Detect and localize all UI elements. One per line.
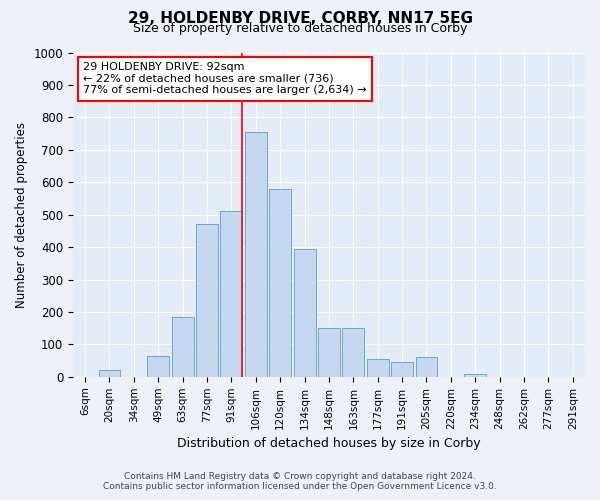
Bar [220, 212, 242, 377]
Bar [391, 362, 413, 377]
Bar [293, 248, 316, 377]
Bar [318, 328, 340, 377]
Bar [343, 328, 364, 377]
Text: 29, HOLDENBY DRIVE, CORBY, NN17 5EG: 29, HOLDENBY DRIVE, CORBY, NN17 5EG [128, 11, 473, 26]
Bar [196, 224, 218, 377]
Bar [245, 132, 267, 377]
Bar [147, 356, 169, 377]
Bar [416, 358, 437, 377]
Text: Contains HM Land Registry data © Crown copyright and database right 2024.
Contai: Contains HM Land Registry data © Crown c… [103, 472, 497, 491]
Text: Size of property relative to detached houses in Corby: Size of property relative to detached ho… [133, 22, 467, 35]
Bar [269, 188, 291, 377]
Bar [98, 370, 121, 377]
Bar [172, 317, 194, 377]
X-axis label: Distribution of detached houses by size in Corby: Distribution of detached houses by size … [177, 437, 481, 450]
Bar [464, 374, 486, 377]
Bar [367, 359, 389, 377]
Text: 29 HOLDENBY DRIVE: 92sqm
← 22% of detached houses are smaller (736)
77% of semi-: 29 HOLDENBY DRIVE: 92sqm ← 22% of detach… [83, 62, 367, 96]
Y-axis label: Number of detached properties: Number of detached properties [15, 122, 28, 308]
